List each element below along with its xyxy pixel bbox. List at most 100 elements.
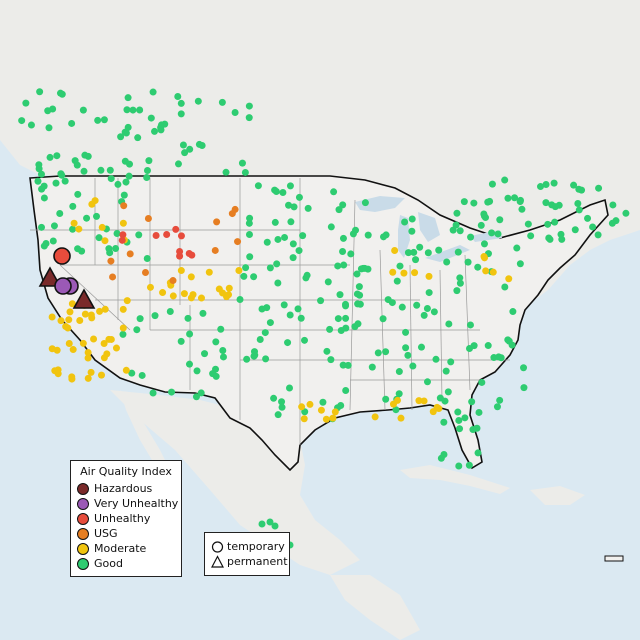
good-marker [236, 295, 244, 303]
good-marker [470, 342, 478, 350]
good-marker [58, 171, 66, 179]
good-marker [251, 348, 259, 356]
good-marker [49, 105, 57, 113]
good-marker [56, 89, 64, 97]
good-marker [241, 168, 249, 176]
unhealthy-marker [118, 236, 126, 244]
good-marker [61, 177, 69, 185]
good-marker [128, 369, 136, 377]
good-marker [410, 248, 418, 256]
good-marker [93, 212, 100, 220]
lake-michigan [398, 215, 410, 258]
unhealthy-marker [172, 225, 180, 233]
good-marker [138, 371, 146, 379]
moderate-marker [397, 414, 405, 422]
good-marker [432, 355, 440, 363]
good-marker [571, 226, 579, 234]
good-marker [114, 180, 122, 188]
good-marker [284, 339, 292, 347]
good-marker [286, 311, 294, 319]
good-marker [231, 108, 239, 116]
good-marker [440, 418, 448, 426]
moderate-marker [69, 346, 77, 354]
good-marker [42, 239, 50, 247]
good-marker [424, 249, 432, 257]
good-marker [441, 397, 449, 405]
good-marker [452, 221, 460, 229]
good-marker [201, 350, 209, 358]
moderate-marker [48, 345, 56, 353]
unhealthy-marker [163, 230, 171, 238]
good-marker [456, 274, 464, 282]
good-marker [395, 390, 403, 398]
good-marker [149, 88, 157, 96]
moderate-marker [68, 375, 76, 383]
good-marker [40, 182, 48, 190]
good-marker [474, 449, 482, 457]
good-marker [516, 260, 524, 268]
good-marker [456, 279, 464, 287]
good-marker [273, 260, 281, 268]
usg-marker [120, 202, 128, 210]
moderate-marker [48, 313, 56, 321]
good-marker [174, 160, 182, 168]
good-marker [443, 258, 451, 266]
good-marker [379, 315, 387, 323]
good-marker [404, 249, 412, 257]
good-marker [551, 203, 559, 211]
good-marker [122, 178, 130, 186]
good-marker [195, 140, 203, 148]
good-marker [177, 337, 185, 345]
good-marker [209, 370, 217, 378]
good-marker [355, 283, 363, 291]
good-marker [364, 231, 372, 239]
unhealthy-marker [176, 252, 184, 260]
moderate-marker [54, 370, 62, 378]
good-marker [493, 403, 501, 411]
good-marker [496, 216, 504, 224]
good-marker [575, 206, 583, 214]
usg-swatch [77, 528, 89, 540]
good-marker [37, 170, 45, 178]
good-marker [295, 193, 303, 201]
good-marker [263, 238, 271, 246]
hazardous-permanent-marker [72, 288, 96, 309]
good-marker [274, 411, 282, 419]
good-marker [382, 395, 390, 403]
good-marker [166, 307, 174, 315]
good-marker [388, 299, 396, 307]
good-marker [334, 262, 342, 270]
good-marker [34, 177, 42, 185]
moderate-marker [87, 368, 95, 376]
moderate-marker [317, 406, 325, 414]
usg-marker [109, 273, 117, 281]
good-marker [395, 368, 403, 376]
good-marker [456, 425, 464, 433]
moderate-marker [187, 273, 195, 281]
good-marker [177, 99, 185, 107]
good-marker [274, 279, 282, 287]
usg-marker [211, 246, 219, 254]
moderate-marker [97, 371, 105, 379]
good-marker [53, 152, 61, 160]
puerto-rico [604, 555, 624, 562]
good-marker [94, 116, 102, 124]
moderate-marker [84, 354, 92, 362]
good-marker [245, 102, 253, 110]
good-marker [194, 97, 202, 105]
good-marker [157, 126, 165, 134]
good-marker [339, 248, 347, 256]
good-marker [361, 264, 369, 272]
good-marker [185, 360, 193, 368]
moderate-marker [101, 305, 109, 313]
good-marker [50, 222, 58, 230]
aqi-legend-title: Air Quality Index [80, 465, 172, 478]
usg-marker [141, 268, 149, 276]
unhealthy-marker [185, 250, 193, 258]
moderate-marker [70, 219, 78, 227]
good-marker [449, 226, 457, 234]
good-marker [270, 394, 278, 402]
good-marker [342, 324, 350, 332]
good-marker [349, 230, 357, 238]
good-marker [117, 133, 125, 141]
